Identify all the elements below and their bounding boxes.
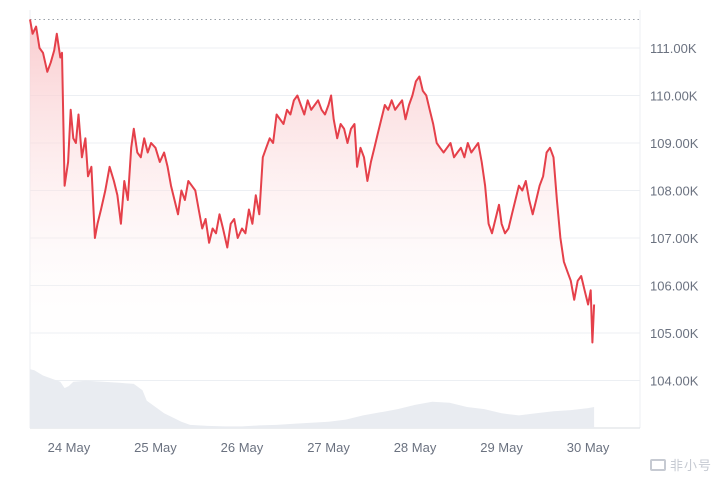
y-axis: 111.00K 110.00K 109.00K 108.00K 107.00K 106.0… [650,41,699,389]
volume-area [30,369,595,428]
watermark-text: 非小号 [669,459,712,474]
y-tick-label: 107.00K [650,231,699,246]
x-tick-label: 29 May [480,440,523,455]
y-tick-label: 106.00K [650,279,699,294]
x-axis: 24 May 25 May 26 May 27 May 28 May 29 May 30 M… [48,440,610,455]
price-area-fill [30,19,595,365]
x-tick-label: 25 May [134,440,177,455]
y-tick-label: 111.00K [650,41,697,56]
y-tick-label: 110.00K [650,89,698,104]
price-line [29,19,596,344]
y-tick-label: 105.00K [650,326,699,341]
y-tick-label: 108.00K [650,184,699,199]
watermark-icon [649,458,666,471]
x-tick-label: 24 May [48,440,91,455]
watermark-logo: 非小号 [649,455,712,474]
y-tick-label: 104.00K [650,374,699,389]
x-tick-label: 28 May [394,440,437,455]
x-tick-label: 27 May [307,440,350,455]
x-tick-label: 30 May [567,440,610,455]
y-tick-label: 109.00K [650,136,699,151]
x-tick-label: 26 May [221,440,264,455]
